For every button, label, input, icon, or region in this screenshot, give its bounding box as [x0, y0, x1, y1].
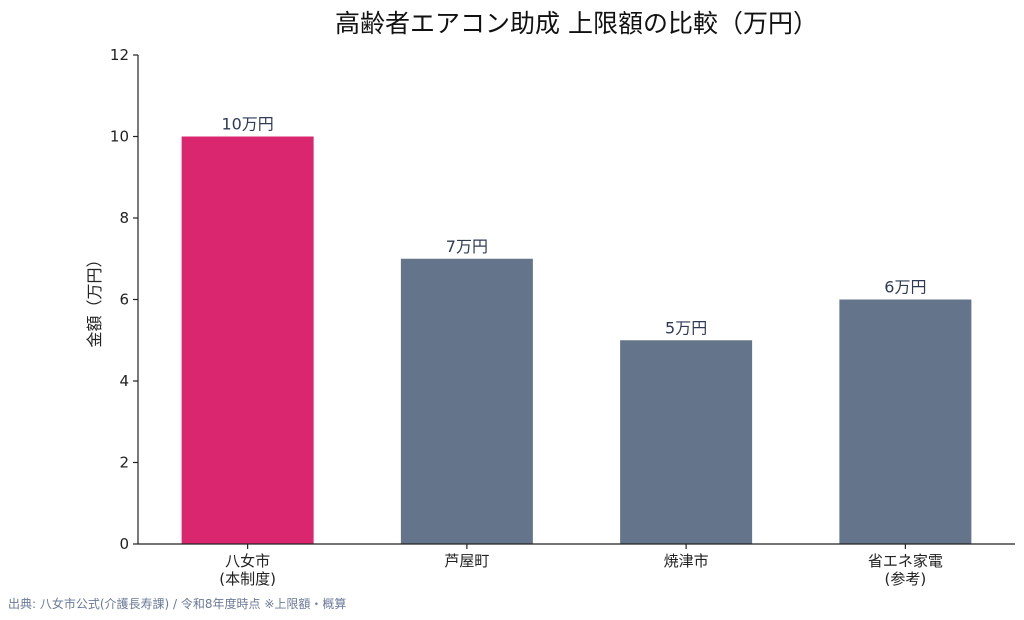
x-tick-label: 省エネ家電: [868, 552, 943, 570]
bars: [181, 136, 972, 544]
bar: [400, 258, 533, 544]
y-tick-label: 6: [119, 291, 129, 309]
bar: [620, 340, 753, 544]
bar-value-label: 5万円: [665, 318, 707, 337]
x-tick-label: 焼津市: [664, 552, 709, 570]
bar-value-label: 10万円: [221, 115, 273, 134]
y-tick-label: 0: [119, 535, 129, 553]
y-tick-label: 4: [119, 372, 129, 390]
y-tick-label: 2: [119, 454, 129, 472]
y-axis-label: 金額（万円）: [85, 251, 104, 347]
chart-title: 高齢者エアコン助成 上限額の比較（万円）: [335, 9, 818, 38]
x-tick-label: (参考): [885, 570, 927, 588]
x-tick-label: 芦屋町: [444, 552, 489, 570]
source-note: 出典: 八女市公式(介護長寿課) / 令和8年度時点 ※上限額・概算: [8, 597, 347, 611]
x-tick-label: 八女市: [225, 552, 270, 570]
y-tick-label: 8: [119, 209, 129, 227]
bar: [181, 136, 314, 544]
bar: [839, 299, 972, 544]
y-tick-label: 12: [110, 46, 129, 64]
y-axis-ticks: 0 2 4 6 8 10 12: [110, 46, 138, 553]
bar-value-label: 6万円: [884, 278, 926, 297]
y-tick-label: 10: [110, 128, 129, 146]
value-labels: 10万円 7万円 5万円 6万円: [221, 115, 926, 338]
x-axis-labels: 八女市(本制度) 芦屋町 焼津市 省エネ家電(参考): [219, 544, 943, 588]
x-tick-label: (本制度): [219, 570, 276, 588]
bar-value-label: 7万円: [446, 237, 488, 256]
